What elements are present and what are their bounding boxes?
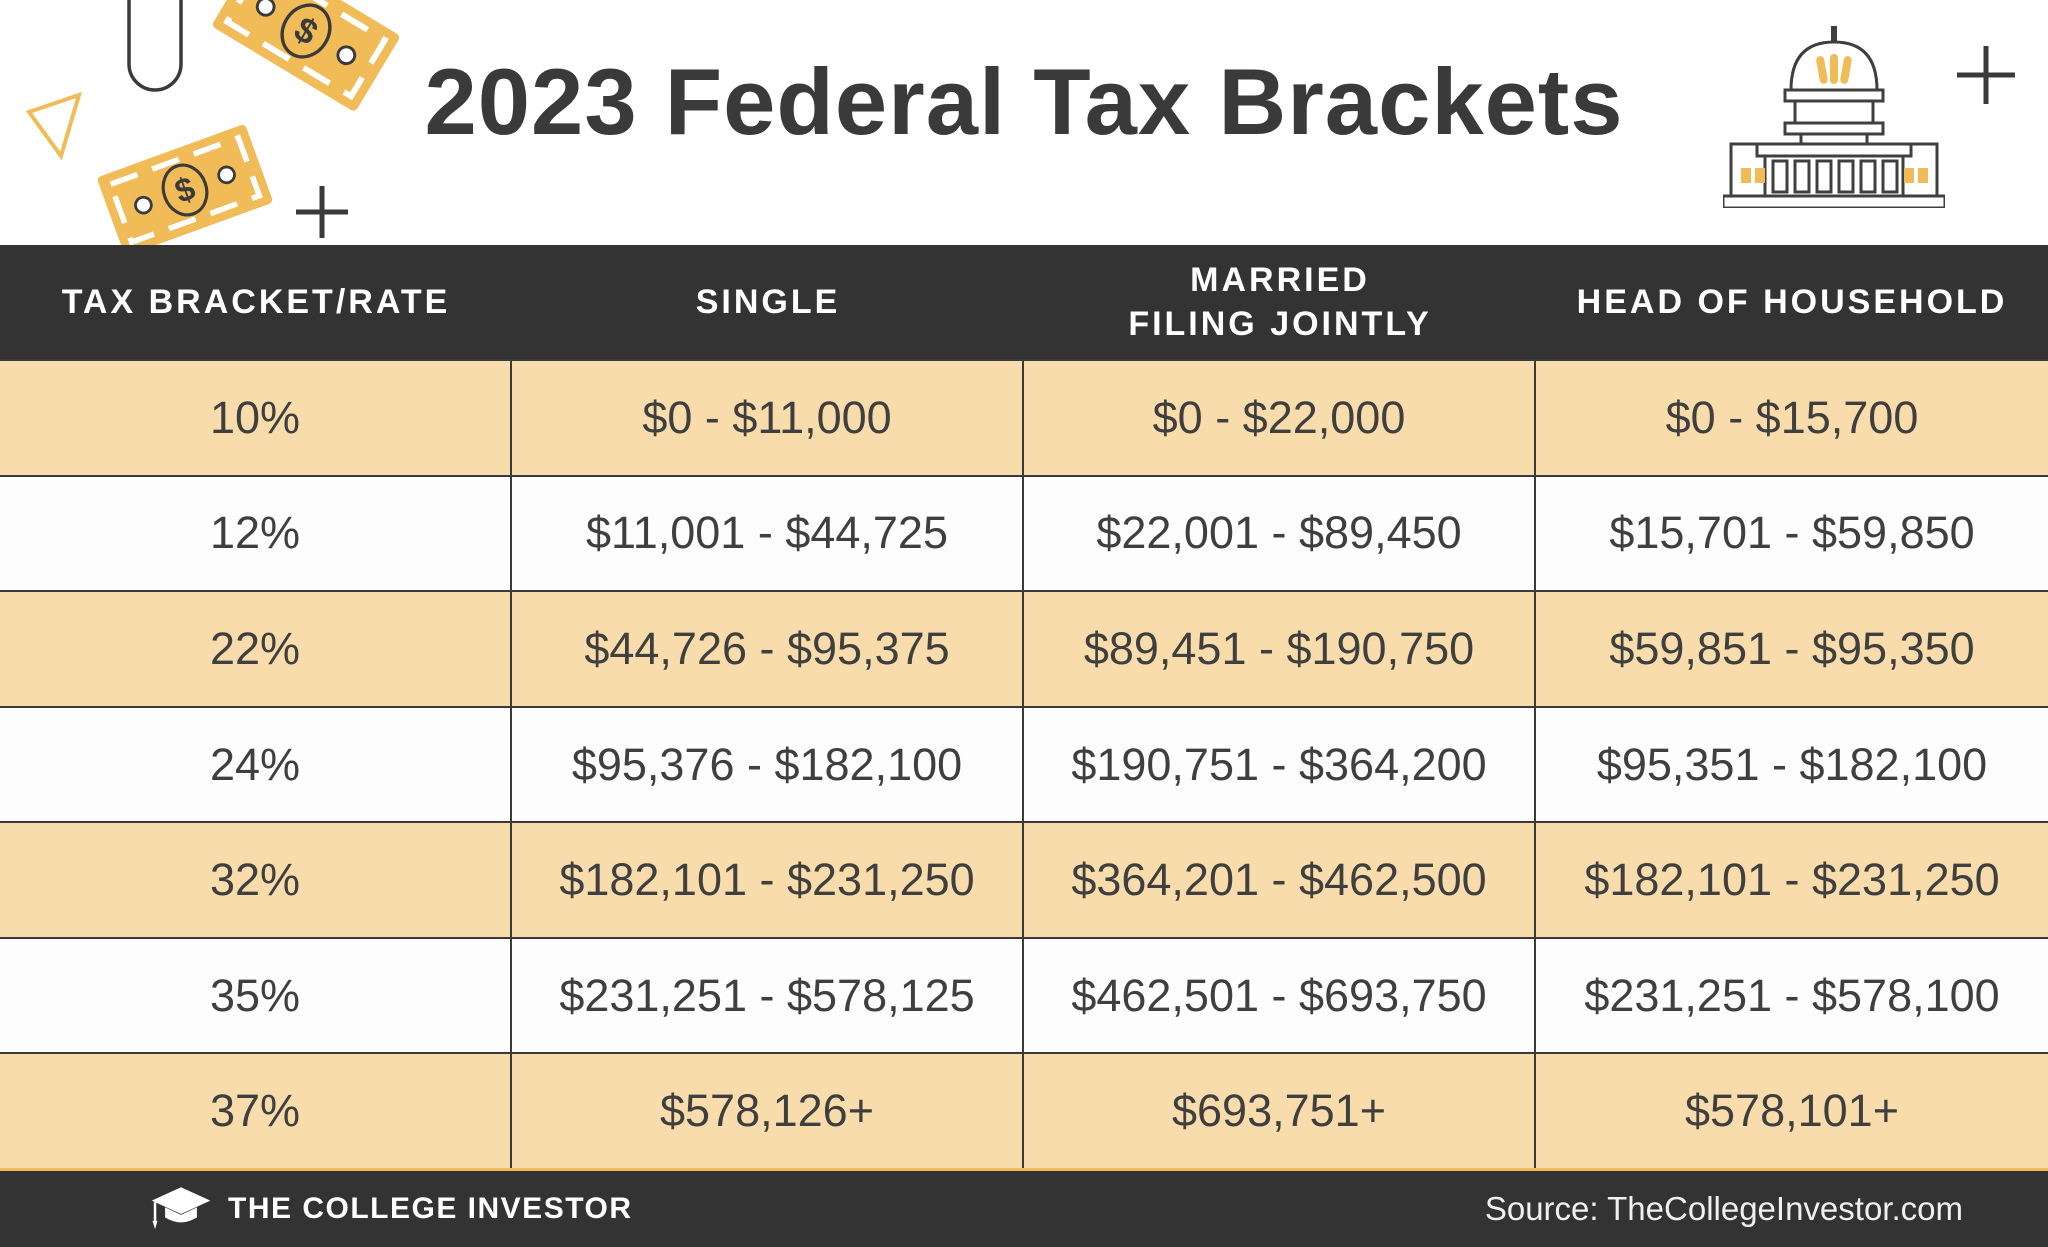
footer-bar: THE COLLEGE INVESTOR Source: TheCollegeI… bbox=[0, 1171, 2048, 1247]
cell-single: $231,251 - $578,125 bbox=[512, 938, 1024, 1053]
cell-rate: 22% bbox=[0, 592, 512, 706]
column-header-head-of-household: HEAD OF HOUSEHOLD bbox=[1576, 282, 2008, 321]
capitol-building-icon bbox=[1723, 26, 1945, 208]
brand-name: THE COLLEGE INVESTOR bbox=[228, 1192, 633, 1225]
cell-hoh: $59,851 - $95,350 bbox=[1609, 622, 1975, 674]
cell-hoh: $578,101+ bbox=[1685, 1085, 1899, 1137]
cell-hoh: $182,101 - $231,250 bbox=[1584, 854, 2000, 906]
cell-married: $693,751+ bbox=[1024, 1054, 1536, 1169]
hero-section: $ $ 2023 Federal Tax Brackets bbox=[0, 0, 2048, 256]
cell-single: $0 - $11,000 bbox=[512, 361, 1024, 475]
cell-hoh: $15,701 - $59,850 bbox=[1609, 507, 1975, 559]
brand-logo: THE COLLEGE INVESTOR bbox=[150, 1184, 633, 1234]
cell-married: $22,001 - $89,450 bbox=[1024, 476, 1536, 591]
table-row: 32% $182,101 - $231,250 $364,201 - $462,… bbox=[0, 821, 2048, 937]
table-row: 35% $231,251 - $578,125 $462,501 - $693,… bbox=[0, 936, 2048, 1053]
cell-married: $0 - $22,000 bbox=[1024, 361, 1536, 475]
table-row: 24% $95,376 - $182,100 $190,751 - $364,2… bbox=[0, 705, 2048, 822]
source-credit: Source: TheCollegeInvestor.com bbox=[1484, 1190, 1963, 1227]
cell-hoh: $231,251 - $578,100 bbox=[1584, 969, 2000, 1021]
column-header-single: SINGLE bbox=[695, 282, 841, 321]
cell-rate: 10% bbox=[0, 361, 512, 475]
cell-hoh: $95,351 - $182,100 bbox=[1596, 738, 1988, 790]
column-header-married-filing-jointly: MARRIED FILING JOINTLY bbox=[1128, 260, 1432, 343]
cell-rate: 12% bbox=[0, 476, 512, 591]
cell-single: $578,126+ bbox=[512, 1054, 1024, 1169]
cell-rate: 24% bbox=[0, 707, 512, 822]
page-title: 2023 Federal Tax Brackets bbox=[424, 49, 1624, 154]
cell-rate: 35% bbox=[0, 938, 512, 1053]
cell-single: $44,726 - $95,375 bbox=[512, 592, 1024, 706]
cell-single: $182,101 - $231,250 bbox=[512, 823, 1024, 937]
cell-married: $190,751 - $364,200 bbox=[1024, 707, 1536, 822]
tax-brackets-table: TAX BRACKET/RATE SINGLE MARRIED FILING J… bbox=[0, 245, 2048, 1172]
plus-icon bbox=[296, 186, 348, 238]
money-bill-icon: $ bbox=[97, 124, 273, 256]
cell-married: $364,201 - $462,500 bbox=[1024, 823, 1536, 937]
graduation-cap-icon bbox=[151, 1187, 211, 1230]
money-bill-icon: $ bbox=[212, 0, 400, 111]
cell-married: $89,451 - $190,750 bbox=[1024, 592, 1536, 706]
table-row: 10% $0 - $11,000 $0 - $22,000 $0 - $15,7… bbox=[0, 359, 2048, 475]
cell-rate: 37% bbox=[0, 1054, 512, 1169]
table-row: 12% $11,001 - $44,725 $22,001 - $89,450 … bbox=[0, 474, 2048, 591]
cell-married: $462,501 - $693,750 bbox=[1024, 938, 1536, 1053]
cell-rate: 32% bbox=[0, 823, 512, 937]
cell-hoh: $0 - $15,700 bbox=[1665, 391, 1919, 443]
table-row: 22% $44,726 - $95,375 $89,451 - $190,750… bbox=[0, 590, 2048, 706]
triangle-icon bbox=[26, 92, 82, 160]
table-header-row: TAX BRACKET/RATE SINGLE MARRIED FILING J… bbox=[0, 245, 2048, 359]
plus-icon bbox=[1957, 46, 2015, 104]
cell-single: $95,376 - $182,100 bbox=[512, 707, 1024, 822]
paperclip-icon bbox=[127, 0, 183, 92]
column-header-tax-bracket: TAX BRACKET/RATE bbox=[61, 282, 451, 321]
table-row: 37% $578,126+ $693,751+ $578,101+ bbox=[0, 1052, 2048, 1172]
cell-single: $11,001 - $44,725 bbox=[512, 476, 1024, 591]
